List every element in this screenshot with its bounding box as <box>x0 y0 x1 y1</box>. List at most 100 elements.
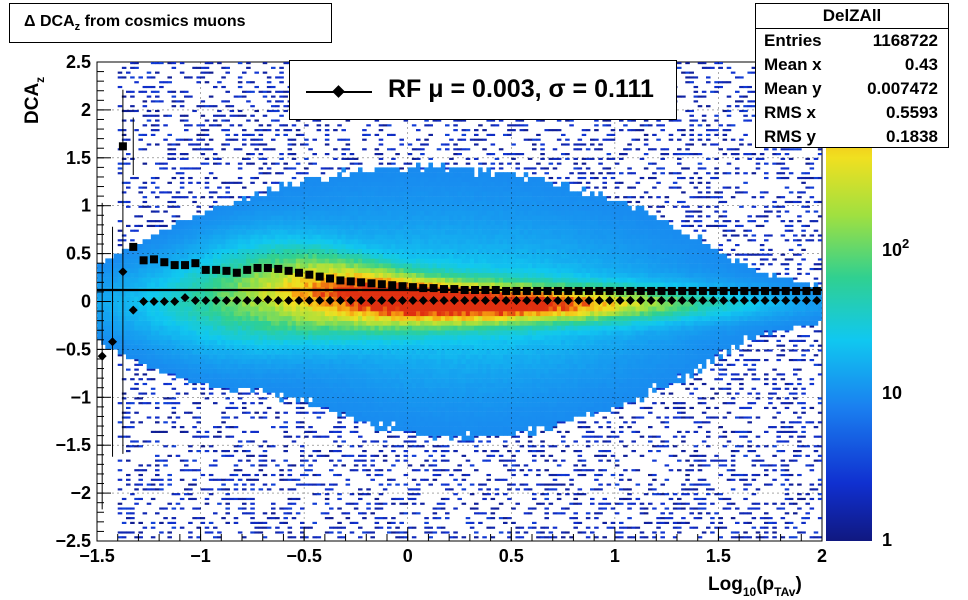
heatmap-cell <box>171 363 177 369</box>
heatmap-cell <box>287 469 293 472</box>
heatmap-cell <box>233 210 239 216</box>
heatmap-cell <box>105 282 110 288</box>
heatmap-cell <box>233 248 239 254</box>
heatmap-cell <box>287 253 293 259</box>
heatmap-cell <box>353 291 359 297</box>
heatmap-cell <box>163 459 168 462</box>
heatmap-cell <box>304 392 309 398</box>
heatmap-cell <box>167 90 172 93</box>
heatmap-cell <box>337 138 342 141</box>
heatmap-cell <box>366 291 371 297</box>
heatmap-cell <box>242 248 247 254</box>
heatmap-cell <box>221 253 226 259</box>
heatmap-cell <box>287 402 293 405</box>
heatmap-cell <box>167 291 172 297</box>
heatmap-cell <box>308 248 313 254</box>
heatmap-cell <box>407 411 413 417</box>
heatmap-cell <box>262 253 268 259</box>
heatmap-cell <box>250 358 255 365</box>
heatmap-cell <box>420 354 425 360</box>
heatmap-cell <box>320 239 326 245</box>
heatmap-cell <box>146 143 152 146</box>
heatmap-cell <box>416 349 421 355</box>
heatmap-cell <box>196 224 201 230</box>
heatmap-cell <box>316 119 322 122</box>
heatmap-cell <box>370 325 375 331</box>
heatmap-cell <box>316 253 322 259</box>
heatmap-cell <box>308 291 313 297</box>
heatmap-cell <box>428 172 433 178</box>
heatmap-cell <box>233 416 239 419</box>
heatmap-cell <box>171 282 177 288</box>
heatmap-cell <box>208 267 214 273</box>
heatmap-cell <box>345 335 351 341</box>
heatmap-cell <box>324 224 330 230</box>
heatmap-cell <box>134 109 139 113</box>
heatmap-cell <box>308 263 313 269</box>
heatmap-cell <box>324 387 330 393</box>
heatmap-cell <box>304 402 309 405</box>
heatmap-cell <box>184 90 189 93</box>
heatmap-cell <box>304 339 309 345</box>
heatmap-cell <box>308 224 313 230</box>
heatmap-cell <box>374 311 380 317</box>
heatmap-cell <box>304 172 309 175</box>
heatmap-cell <box>105 315 110 321</box>
heatmap-cell <box>254 387 259 390</box>
heatmap-cell <box>142 196 148 199</box>
heatmap-cell <box>134 358 139 362</box>
heatmap-cell <box>188 368 193 374</box>
heatmap-cell <box>196 339 201 345</box>
heatmap-cell <box>324 373 330 379</box>
heatmap-cell <box>366 378 371 384</box>
heatmap-cell <box>167 181 172 184</box>
heatmap-cell <box>121 76 127 79</box>
heatmap-cell <box>428 263 433 269</box>
heatmap-cell <box>192 291 197 297</box>
heatmap-cell <box>436 244 442 250</box>
heatmap-cell <box>399 387 404 393</box>
heatmap-cell <box>324 143 330 146</box>
heatmap-cell <box>159 191 164 194</box>
heatmap-cell <box>333 267 338 273</box>
heatmap-cell <box>403 191 409 197</box>
heatmap-cell <box>374 521 380 524</box>
heatmap-cell <box>246 358 251 365</box>
heatmap-cell <box>126 459 131 462</box>
heatmap-cell <box>399 205 404 211</box>
heatmap-cell <box>391 220 396 226</box>
heatmap-cell <box>345 382 351 388</box>
heatmap-cell <box>188 497 193 501</box>
heatmap-cell <box>403 335 409 341</box>
heatmap-cell <box>196 138 201 141</box>
heatmap-cell <box>237 81 243 84</box>
heatmap-cell <box>200 162 206 165</box>
heatmap-cell <box>171 239 177 245</box>
heatmap-cell <box>225 253 230 259</box>
heatmap-cell <box>387 248 392 254</box>
heatmap-cell <box>208 291 214 297</box>
heatmap-cell <box>300 406 305 410</box>
heatmap-cell <box>213 325 218 331</box>
heatmap-cell <box>246 306 251 312</box>
heatmap-cell <box>159 220 164 223</box>
heatmap-cell <box>370 378 375 384</box>
heatmap-cell <box>308 234 313 240</box>
heatmap-cell <box>225 335 230 341</box>
heatmap-cell <box>416 354 421 360</box>
heatmap-cell <box>279 349 284 355</box>
heatmap-cell <box>283 373 288 379</box>
heatmap-cell <box>424 263 429 269</box>
heatmap-cell <box>287 368 293 374</box>
heatmap-cell <box>196 349 201 355</box>
heatmap-cell <box>254 196 259 202</box>
heatmap-cell <box>130 109 135 113</box>
heatmap-cell <box>291 143 297 146</box>
heatmap-cell <box>316 215 322 221</box>
heatmap-cell <box>200 378 206 384</box>
heatmap-cell <box>374 234 380 240</box>
heatmap-cell <box>246 66 251 69</box>
heatmap-cell <box>420 258 425 264</box>
heatmap-cell <box>345 244 351 250</box>
heatmap-cell <box>382 421 388 427</box>
